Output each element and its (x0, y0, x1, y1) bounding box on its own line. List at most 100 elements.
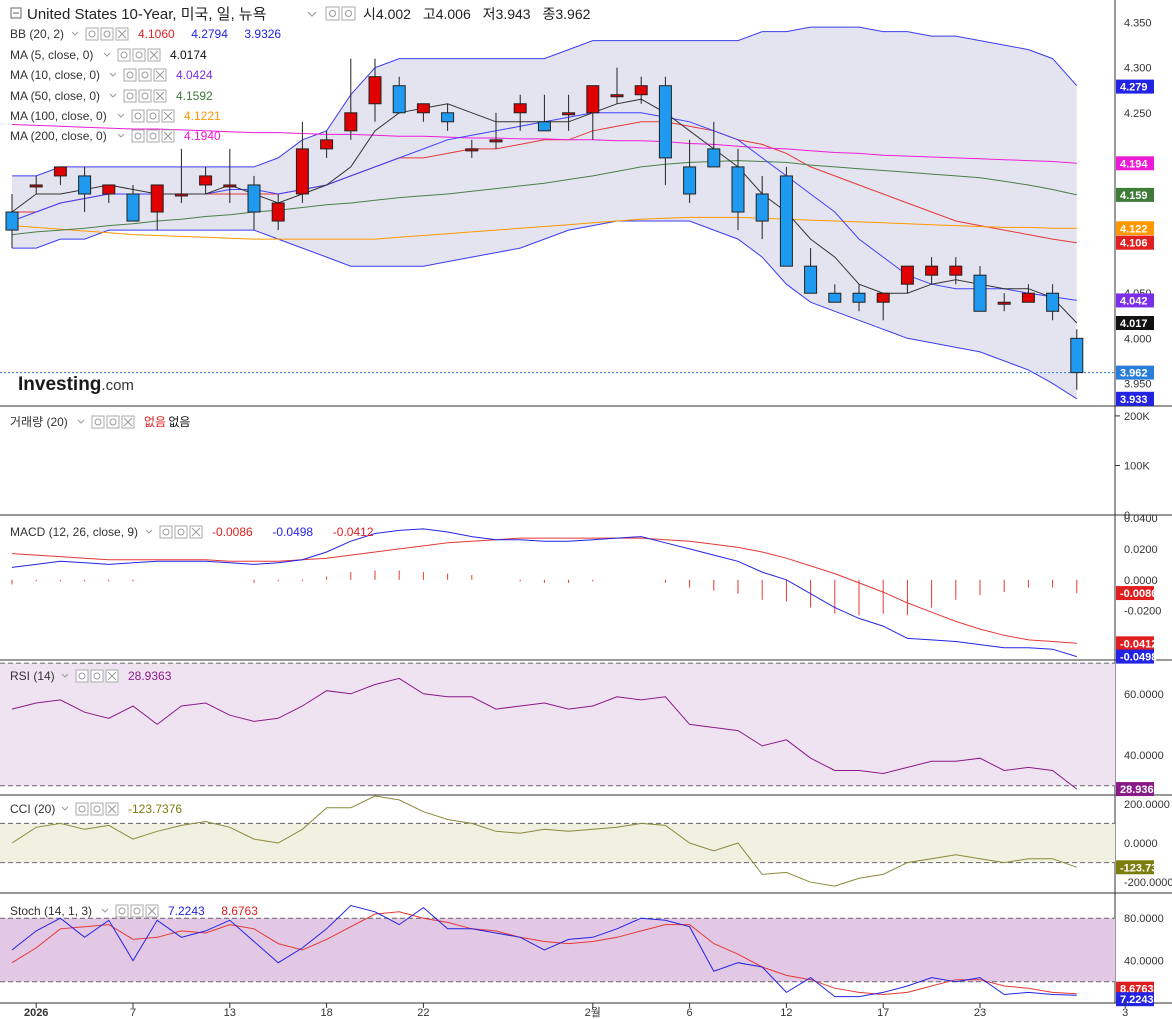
ma100-line (11, 216, 1077, 240)
settings-icon (149, 112, 157, 120)
price-tag: 4.122 (1120, 223, 1148, 235)
close-icon (155, 70, 165, 80)
legend-icon (130, 904, 144, 918)
indicator-label: MA (200, close, 0) (10, 129, 107, 143)
price-tag: 3.933 (1120, 394, 1148, 406)
eye-icon (120, 51, 128, 59)
rsi-line (11, 677, 1078, 790)
macd-tag: -0.0498 (1120, 652, 1157, 664)
price-tick-label: 4.000 (1124, 333, 1152, 345)
price-tag-bg (1116, 156, 1154, 171)
indicator-label: BB (20, 2) (10, 27, 64, 41)
price-tag-bg (1116, 221, 1154, 236)
macd-tick-label: 0.0000 (1124, 575, 1158, 587)
legend-icon (132, 48, 146, 62)
candle-body (828, 292, 842, 303)
candle-body (852, 292, 866, 303)
indicator-value: 7.2243 (168, 904, 205, 918)
price-tag: 4.194 (1120, 158, 1148, 170)
cci-tag-bg (1116, 860, 1154, 875)
candle-body (174, 193, 188, 197)
eye-icon (126, 92, 134, 100)
indicator-value: -0.0498 (272, 525, 313, 539)
x-tick-label: 18 (320, 1007, 332, 1019)
price-panel[interactable] (0, 26, 1115, 400)
chevron-down-icon (103, 52, 111, 57)
legend-icon (138, 68, 152, 82)
axes: 4.3504.3004.2504.0504.0003.9504.2794.194… (24, 18, 1172, 1019)
indicator-label: 거래량 (20) (10, 415, 68, 429)
legend-icon (85, 27, 99, 41)
chevron-down-icon (77, 419, 85, 424)
settings-icon (149, 132, 157, 140)
header-tool-icons[interactable] (325, 6, 356, 21)
stoch-tag: 7.2243 (1120, 994, 1154, 1006)
chevron-down-icon (71, 31, 79, 36)
close-icon (117, 29, 127, 39)
indicator-label: RSI (14) (10, 669, 55, 683)
chevron-down-icon (117, 133, 125, 138)
legend-icon (174, 525, 188, 539)
macd-panel[interactable] (11, 528, 1078, 658)
macd-tag: -0.0086 (1120, 588, 1157, 600)
rsi-tag: 28.9363 (1120, 784, 1160, 796)
price-tick-label: 4.300 (1124, 63, 1152, 75)
x-tick-label: 12 (780, 1007, 792, 1019)
indicator-value: 4.1940 (184, 129, 221, 143)
cci-panel[interactable] (0, 795, 1115, 887)
indicator-label: Stoch (14, 1, 3) (10, 904, 92, 918)
close-icon (123, 417, 133, 427)
candle-body (223, 184, 237, 188)
close-icon (149, 50, 159, 60)
indicator-value: 3.9326 (244, 27, 281, 41)
settings-icon (141, 71, 149, 79)
macd-signal-line (11, 537, 1077, 644)
eye-icon (78, 672, 86, 680)
indicator-legend: BB (20, 2) 4.1060 4.2794 3.9326 MA (5, close… (10, 27, 374, 918)
eye-icon (126, 71, 134, 79)
macd-tick-label: 0.0400 (1124, 513, 1158, 525)
macd-tag: -0.0412 (1120, 638, 1157, 650)
candle-body (1046, 292, 1060, 312)
candle-body (900, 265, 914, 285)
chevron-down-icon[interactable] (307, 11, 317, 17)
settings-icon (103, 30, 111, 38)
stoch-tag-bg (1116, 992, 1154, 1007)
candle-body (1070, 337, 1084, 374)
rsi-tick-label: 60.0000 (1124, 689, 1164, 701)
collapse-icon[interactable] (10, 7, 22, 19)
close-icon (107, 804, 117, 814)
x-tick-label: 23 (974, 1007, 986, 1019)
eye-icon (134, 112, 142, 120)
candle-body (78, 175, 92, 195)
close-icon (191, 527, 201, 537)
legend-icon (138, 89, 152, 103)
candle-body (804, 265, 818, 294)
ma200-line (11, 124, 1077, 164)
candle-body (949, 265, 963, 276)
candle-body (29, 184, 43, 188)
x-tick-label: 2월 (585, 1006, 601, 1019)
header-row: United States 10-Year, 미국, 일, 뉴욕 시4.002 … (10, 6, 591, 23)
candle-body (295, 148, 309, 195)
candle-body (997, 301, 1011, 305)
eye-icon (94, 418, 102, 426)
price-tag-bg (1116, 315, 1154, 330)
indicator-value: 28.9363 (128, 669, 172, 683)
x-tick-label: 13 (224, 1007, 236, 1019)
settings-icon (93, 805, 101, 813)
chevron-down-icon (109, 93, 117, 98)
macd-tag-bg (1116, 636, 1154, 651)
chevron-down-icon (61, 806, 69, 811)
chart-title[interactable]: United States 10-Year, 미국, 일, 뉴욕 (27, 6, 266, 23)
indicator-label: MA (100, close, 0) (10, 109, 107, 123)
x-tick-label: 3 (1122, 1007, 1128, 1019)
ma50-line (11, 160, 1077, 236)
rsi-panel[interactable] (0, 662, 1115, 790)
stoch-panel[interactable] (0, 904, 1115, 998)
candle-body (126, 193, 140, 222)
cci-tag: -123.7376 (1120, 862, 1170, 874)
investing-logo: Investing.com (18, 374, 134, 395)
legend-icon (91, 415, 105, 429)
